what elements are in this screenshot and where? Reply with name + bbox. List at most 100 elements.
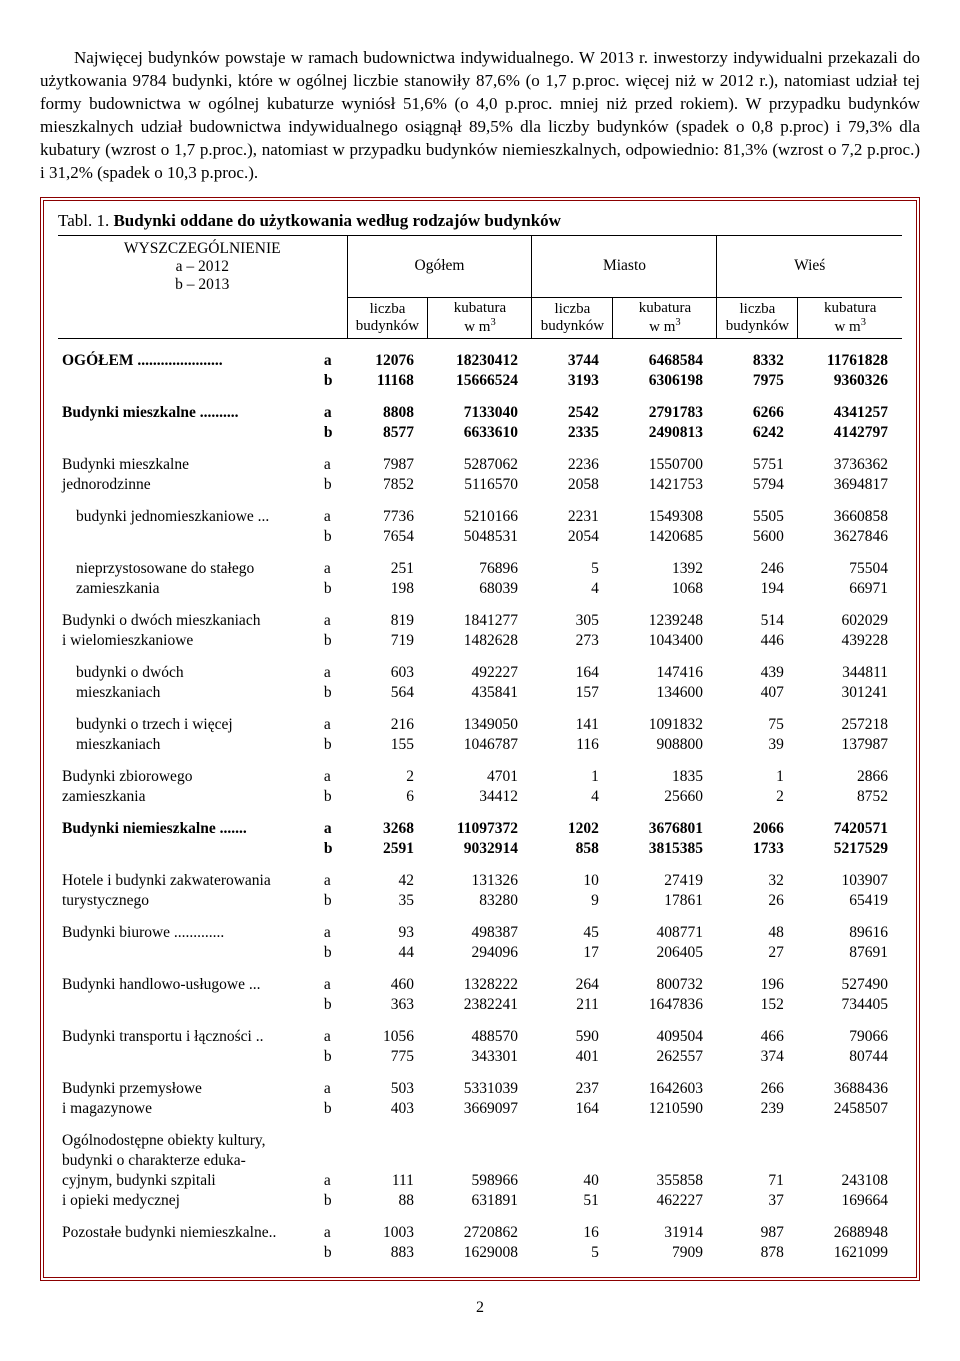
cell: 9 [532, 891, 613, 911]
group-miasto: Miasto [532, 235, 717, 298]
row-label: budynki jednomieszkaniowe ... [58, 507, 324, 527]
cell: 2458507 [798, 1099, 902, 1119]
cell: 1733 [717, 839, 798, 859]
cell: 2236 [532, 455, 613, 475]
cell: 141 [532, 715, 613, 735]
caption-text: Budynki oddane do użytkowania według rod… [113, 211, 561, 230]
cell: 266 [717, 1079, 798, 1099]
cell: 39 [717, 735, 798, 755]
cell: 12076 [347, 351, 428, 371]
cell: 103907 [798, 871, 902, 891]
cell: 8808 [347, 403, 428, 423]
row-marker-b: b [324, 787, 347, 807]
cell: 194 [717, 579, 798, 599]
cell: 134600 [613, 683, 717, 703]
intro-paragraph: Najwięcej budynków powstaje w ramach bud… [40, 47, 920, 185]
cell: 3688436 [798, 1079, 902, 1099]
cell: 7987 [347, 455, 428, 475]
row-label: jednorodzinne [58, 475, 324, 495]
cell: 1056 [347, 1027, 428, 1047]
cell: 2058 [532, 475, 613, 495]
row-marker-a: a [324, 663, 347, 683]
cell: 301241 [798, 683, 902, 703]
row-label: Budynki mieszkalne [58, 455, 324, 475]
cell: 17 [532, 943, 613, 963]
cell: 137987 [798, 735, 902, 755]
cell: 2542 [532, 403, 613, 423]
cell: 44 [347, 943, 428, 963]
cell: 25660 [613, 787, 717, 807]
cell: 446 [717, 631, 798, 651]
cell: 7736 [347, 507, 428, 527]
cell: 460 [347, 975, 428, 995]
cell: 31914 [613, 1223, 717, 1243]
cell: 6306198 [613, 371, 717, 391]
cell: 37 [717, 1191, 798, 1211]
cell: 908800 [613, 735, 717, 755]
cell: 164 [532, 1099, 613, 1119]
sub-kubatura-2: kubatura w m3 [613, 298, 717, 339]
cell: 262557 [613, 1047, 717, 1067]
row-label: Budynki handlowo-usługowe ... [58, 975, 324, 995]
cell: 1392 [613, 559, 717, 579]
row-label: OGÓŁEM ...................... [58, 351, 324, 371]
cell: 206405 [613, 943, 717, 963]
row-label [58, 943, 324, 963]
cell: 2382241 [428, 995, 532, 1015]
cell: 883 [347, 1243, 428, 1263]
cell: 40 [532, 1171, 613, 1191]
sub-liczba-2: liczba budynków [532, 298, 613, 339]
row-label: Pozostałe budynki niemieszkalne.. [58, 1223, 324, 1243]
cell: 344811 [798, 663, 902, 683]
row-label [58, 1047, 324, 1067]
cell: 9360326 [798, 371, 902, 391]
row-label [58, 839, 324, 859]
spec-sub-b: b – 2013 [60, 276, 345, 294]
cell: 462227 [613, 1191, 717, 1211]
row-marker-a: a [324, 351, 347, 371]
cell: 48 [717, 923, 798, 943]
cell: 598966 [428, 1171, 532, 1191]
row-label: Budynki mieszkalne .......... [58, 403, 324, 423]
cell: 466 [717, 1027, 798, 1047]
cell: 564 [347, 683, 428, 703]
cell: 7909 [613, 1243, 717, 1263]
cell: 251 [347, 559, 428, 579]
row-marker-a: a [324, 715, 347, 735]
cell: 1349050 [428, 715, 532, 735]
cell: 3744 [532, 351, 613, 371]
row-label [58, 423, 324, 443]
row-marker-a: a [324, 455, 347, 475]
cell: 8332 [717, 351, 798, 371]
cell: 131326 [428, 871, 532, 891]
cell: 15666524 [428, 371, 532, 391]
cell: 498387 [428, 923, 532, 943]
cell: 2720862 [428, 1223, 532, 1243]
row-label: cyjnym, budynki szpitali [58, 1171, 324, 1191]
row-marker-b: b [324, 891, 347, 911]
row-marker-b: b [324, 527, 347, 547]
cell: 1 [532, 767, 613, 787]
cell: 2066 [717, 819, 798, 839]
cell: 87691 [798, 943, 902, 963]
cell: 3268 [347, 819, 428, 839]
cell: 2 [717, 787, 798, 807]
row-marker-b: b [324, 735, 347, 755]
cell: 6266 [717, 403, 798, 423]
cell: 257218 [798, 715, 902, 735]
cell: 1003 [347, 1223, 428, 1243]
cell: 2866 [798, 767, 902, 787]
row-marker-b: b [324, 631, 347, 651]
cell: 66971 [798, 579, 902, 599]
row-marker-b: b [324, 1047, 347, 1067]
cell: 355858 [613, 1171, 717, 1191]
caption-label: Tabl. 1. [58, 211, 109, 230]
cell: 5116570 [428, 475, 532, 495]
cell: 17861 [613, 891, 717, 911]
cell: 155 [347, 735, 428, 755]
row-marker-b: b [324, 943, 347, 963]
cell: 734405 [798, 995, 902, 1015]
cell: 488570 [428, 1027, 532, 1047]
spec-header-title: WYSZCZEGÓLNIENIE [60, 240, 345, 258]
cell: 1421753 [613, 475, 717, 495]
